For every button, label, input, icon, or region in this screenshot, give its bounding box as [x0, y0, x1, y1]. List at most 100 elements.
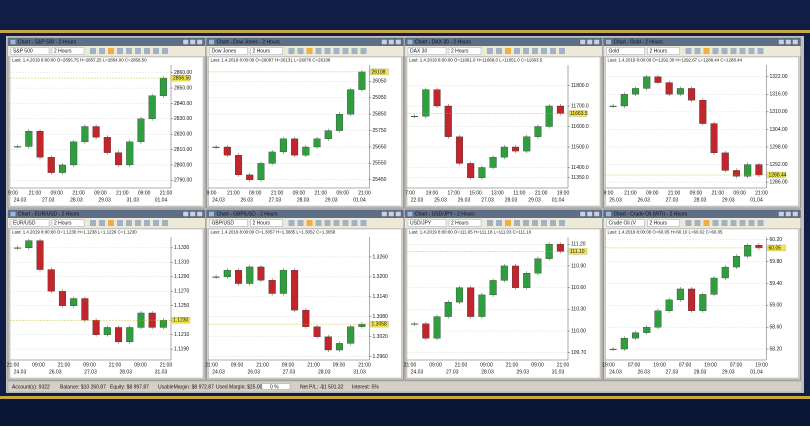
toolbar-icon[interactable] — [351, 48, 358, 54]
toolbar-icon[interactable] — [505, 220, 511, 226]
toolbar-icon[interactable] — [748, 220, 755, 226]
toolbar-icon[interactable] — [162, 48, 168, 54]
toolbar-icon[interactable] — [712, 220, 719, 226]
toolbar-icon[interactable] — [153, 220, 159, 226]
timeframe-dropdown[interactable] — [51, 219, 85, 227]
timeframe-dropdown[interactable] — [250, 219, 283, 227]
toolbar-icon[interactable] — [496, 48, 502, 54]
toolbar-icon[interactable] — [351, 220, 358, 226]
toolbar-icon[interactable] — [514, 48, 520, 54]
window-button[interactable] — [579, 211, 586, 217]
toolbar-icon[interactable] — [559, 220, 565, 226]
timeframe-dropdown[interactable] — [250, 47, 283, 55]
window-button[interactable] — [182, 39, 189, 45]
window-button[interactable] — [792, 39, 799, 45]
toolbar-icon[interactable] — [487, 48, 493, 54]
timeframe-dropdown[interactable] — [51, 47, 85, 55]
toolbar-icon[interactable] — [288, 220, 295, 226]
window-button[interactable] — [381, 39, 388, 45]
toolbar-icon[interactable] — [90, 220, 96, 226]
toolbar-icon[interactable] — [135, 48, 141, 54]
toolbar-icon[interactable] — [99, 220, 105, 226]
toolbar-icon[interactable] — [730, 220, 737, 226]
window-button[interactable] — [388, 39, 395, 45]
toolbar-icon[interactable] — [559, 48, 565, 54]
symbol-dropdown[interactable] — [407, 219, 447, 227]
toolbar-icon[interactable] — [108, 48, 114, 54]
toolbar-icon[interactable] — [108, 220, 114, 226]
toolbar-icon[interactable] — [342, 48, 349, 54]
symbol-dropdown[interactable] — [407, 47, 447, 55]
toolbar-icon[interactable] — [117, 48, 123, 54]
toolbar-icon[interactable] — [721, 220, 728, 226]
toolbar-icon[interactable] — [703, 48, 710, 54]
toolbar-icon[interactable] — [333, 220, 340, 226]
window-button[interactable] — [778, 211, 785, 217]
toolbar-icon[interactable] — [757, 48, 764, 54]
toolbar-icon[interactable] — [117, 220, 123, 226]
toolbar-icon[interactable] — [153, 48, 159, 54]
window-button[interactable] — [586, 211, 593, 217]
window-button[interactable] — [586, 39, 593, 45]
toolbar-icon[interactable] — [333, 48, 340, 54]
toolbar-icon[interactable] — [739, 220, 746, 226]
toolbar-icon[interactable] — [288, 48, 295, 54]
toolbar-icon[interactable] — [135, 220, 141, 226]
timeframe-dropdown[interactable] — [647, 47, 680, 55]
toolbar-icon[interactable] — [315, 220, 322, 226]
toolbar-icon[interactable] — [541, 220, 547, 226]
timeframe-dropdown[interactable] — [448, 47, 482, 55]
toolbar-icon[interactable] — [306, 220, 313, 226]
toolbar-icon[interactable] — [297, 48, 304, 54]
window-button[interactable] — [593, 39, 600, 45]
toolbar-icon[interactable] — [748, 48, 755, 54]
window-button[interactable] — [785, 211, 792, 217]
toolbar-icon[interactable] — [162, 220, 168, 226]
toolbar-icon[interactable] — [523, 220, 529, 226]
toolbar-icon[interactable] — [550, 220, 556, 226]
toolbar-icon[interactable] — [514, 220, 520, 226]
toolbar-icon[interactable] — [505, 48, 511, 54]
window-button[interactable] — [381, 211, 388, 217]
toolbar-icon[interactable] — [532, 48, 538, 54]
toolbar-icon[interactable] — [694, 220, 701, 226]
toolbar-icon[interactable] — [685, 48, 692, 54]
window-button[interactable] — [792, 211, 799, 217]
window-button[interactable] — [593, 211, 600, 217]
symbol-dropdown[interactable] — [10, 219, 50, 227]
window-button[interactable] — [579, 39, 586, 45]
toolbar-icon[interactable] — [297, 220, 304, 226]
toolbar-icon[interactable] — [126, 220, 132, 226]
toolbar-icon[interactable] — [99, 48, 105, 54]
toolbar-icon[interactable] — [487, 220, 493, 226]
toolbar-icon[interactable] — [315, 48, 322, 54]
toolbar-icon[interactable] — [90, 48, 96, 54]
symbol-dropdown[interactable] — [209, 219, 248, 227]
window-button[interactable] — [189, 211, 196, 217]
toolbar-icon[interactable] — [739, 48, 746, 54]
window-button[interactable] — [395, 39, 402, 45]
symbol-dropdown[interactable] — [606, 219, 645, 227]
toolbar-icon[interactable] — [324, 220, 331, 226]
toolbar-icon[interactable] — [703, 220, 710, 226]
window-button[interactable] — [182, 211, 189, 217]
toolbar-icon[interactable] — [523, 48, 529, 54]
toolbar-icon[interactable] — [532, 220, 538, 226]
symbol-dropdown[interactable] — [209, 47, 248, 55]
timeframe-dropdown[interactable] — [448, 219, 482, 227]
window-button[interactable] — [388, 211, 395, 217]
toolbar-icon[interactable] — [712, 48, 719, 54]
toolbar-icon[interactable] — [306, 48, 313, 54]
window-button[interactable] — [785, 39, 792, 45]
toolbar-icon[interactable] — [721, 48, 728, 54]
symbol-dropdown[interactable] — [10, 47, 50, 55]
toolbar-icon[interactable] — [541, 48, 547, 54]
toolbar-icon[interactable] — [324, 48, 331, 54]
toolbar-icon[interactable] — [126, 48, 132, 54]
toolbar-icon[interactable] — [550, 48, 556, 54]
window-button[interactable] — [196, 211, 203, 217]
toolbar-icon[interactable] — [685, 220, 692, 226]
toolbar-icon[interactable] — [757, 220, 764, 226]
toolbar-icon[interactable] — [144, 48, 150, 54]
window-button[interactable] — [196, 39, 203, 45]
